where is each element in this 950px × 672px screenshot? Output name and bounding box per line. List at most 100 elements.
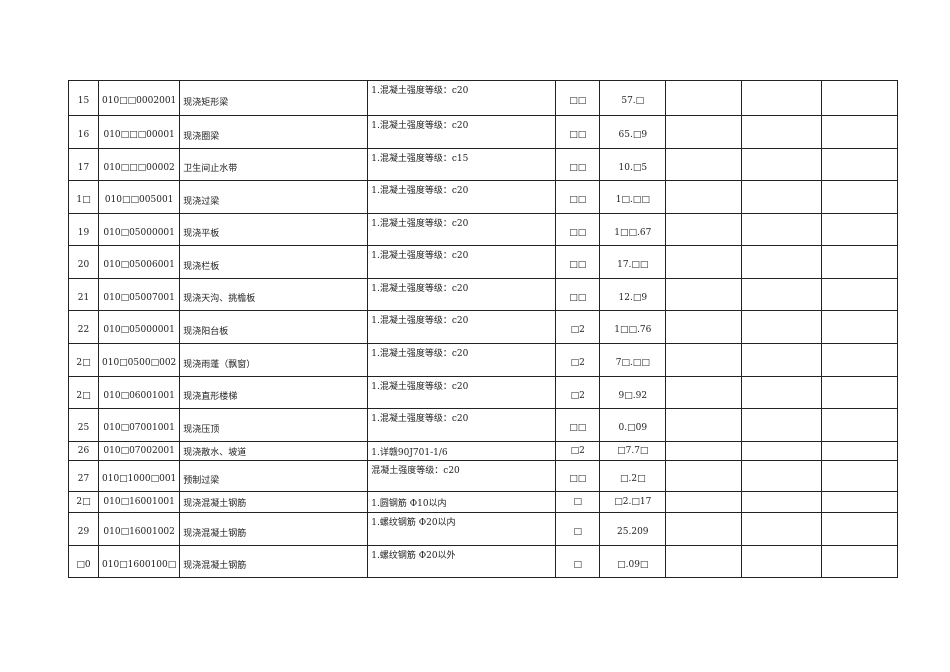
row-number: 2□ (68, 376, 99, 409)
item-feature: 1.圆钢筋 Φ10以内 (367, 491, 557, 513)
quantity: 7□.□□ (599, 343, 667, 377)
item-feature: 1.混凝土强度等级：c20 (367, 376, 557, 409)
table-row: 2□ 010□06001001 现浇直形楼梯 1.混凝土强度等级：c20 □2 9□.92 (68, 376, 899, 409)
empty-cell (821, 80, 899, 116)
table-row: 17 010□□□00002 卫生间止水带 1.混凝土强度等级：c15 □□ 10.□5 (68, 148, 899, 181)
row-number: 29 (68, 512, 99, 546)
row-number: 2□ (68, 343, 99, 377)
item-feature: 1.混凝土强度等级：c20 (367, 180, 557, 214)
unit: □□ (555, 180, 601, 214)
row-number: 25 (68, 408, 99, 442)
empty-cell (741, 512, 823, 546)
quantity: 1□□.76 (599, 310, 667, 344)
empty-cell (821, 376, 899, 409)
item-name: 现浇混凝土钢筋 (179, 512, 369, 546)
empty-cell (741, 460, 823, 492)
empty-cell (821, 460, 899, 492)
item-name: 卫生间止水带 (179, 148, 369, 181)
empty-cell (741, 376, 823, 409)
item-feature: 1.混凝土强度等级：c20 (367, 278, 557, 311)
item-name: 现浇阳台板 (179, 310, 369, 344)
empty-cell (665, 460, 743, 492)
empty-cell (741, 441, 823, 461)
quantity: □2.□17 (599, 491, 667, 513)
empty-cell (741, 408, 823, 442)
bill-of-quantities-table: 15 010□□0002001 现浇矩形梁 1.混凝土强度等级：c20 □□ 57.□ 16… (68, 80, 899, 578)
table-row: 27 010□1000□001 预制过梁 混凝土强度等级：c20 □□ □.2□ (68, 460, 899, 492)
item-feature: 1.混凝土强度等级：c20 (367, 310, 557, 344)
item-feature: 1.混凝土强度等级：c15 (367, 148, 557, 181)
item-name: 现浇矩形梁 (179, 80, 369, 116)
item-name: 现浇平板 (179, 213, 369, 246)
item-code: 010□1000□001 (97, 460, 181, 492)
quantity: 17.□□ (599, 245, 667, 279)
empty-cell (665, 80, 743, 116)
unit: □2 (555, 441, 601, 461)
item-name: 现浇压顶 (179, 408, 369, 442)
item-code: 010□05000001 (97, 310, 181, 344)
item-name: 现浇混凝土钢筋 (179, 491, 369, 513)
table-row: 2□ 010□16001001 现浇混凝土钢筋 1.圆钢筋 Φ10以内 □ □2.□17 (68, 491, 899, 513)
empty-cell (665, 148, 743, 181)
empty-cell (665, 180, 743, 214)
row-number: □0 (68, 545, 99, 578)
table-row: 26 010□07002001 现浇散水、坡道 1.详赣90J701-1/6 □2 □7.… (68, 441, 899, 461)
empty-cell (741, 245, 823, 279)
item-name: 预制过梁 (179, 460, 369, 492)
unit: □ (555, 512, 601, 546)
empty-cell (741, 148, 823, 181)
empty-cell (665, 278, 743, 311)
row-number: 1□ (68, 180, 99, 214)
item-feature: 1.详赣90J701-1/6 (367, 441, 557, 461)
empty-cell (821, 343, 899, 377)
empty-cell (665, 115, 743, 149)
item-code: 010□05000001 (97, 213, 181, 246)
item-feature: 1.螺纹钢筋 Φ20以内 (367, 512, 557, 546)
item-name: 现浇天沟、挑檐板 (179, 278, 369, 311)
unit: □2 (555, 310, 601, 344)
table-row: 29 010□16001002 现浇混凝土钢筋 1.螺纹钢筋 Φ20以内 □ 25.209 (68, 512, 899, 546)
item-feature: 1.混凝土强度等级：c20 (367, 213, 557, 246)
row-number: 17 (68, 148, 99, 181)
empty-cell (821, 278, 899, 311)
unit: □2 (555, 376, 601, 409)
quantity: 1□□.67 (599, 213, 667, 246)
unit: □□ (555, 213, 601, 246)
table-row: 1□ 010□□005001 现浇过梁 1.混凝土强度等级：c20 □□ 1□.□□ (68, 180, 899, 214)
item-code: 010□□□00001 (97, 115, 181, 149)
unit: □□ (555, 245, 601, 279)
unit: □□ (555, 115, 601, 149)
table-row: 25 010□07001001 现浇压顶 1.混凝土强度等级：c20 □□ 0.□09 (68, 408, 899, 442)
unit: □□ (555, 408, 601, 442)
row-number: 15 (68, 80, 99, 116)
quantity: 10.□5 (599, 148, 667, 181)
item-name: 现浇雨蓬（飘窗） (179, 343, 369, 377)
item-code: 010□□□00002 (97, 148, 181, 181)
empty-cell (741, 278, 823, 311)
unit: □ (555, 491, 601, 513)
row-number: 2□ (68, 491, 99, 513)
item-code: 010□07001001 (97, 408, 181, 442)
empty-cell (741, 213, 823, 246)
unit: □ (555, 545, 601, 578)
empty-cell (821, 245, 899, 279)
quantity: 65.□9 (599, 115, 667, 149)
unit: □□ (555, 278, 601, 311)
item-feature: 1.混凝土强度等级：c20 (367, 245, 557, 279)
row-number: 27 (68, 460, 99, 492)
item-name: 现浇直形楼梯 (179, 376, 369, 409)
item-name: 现浇散水、坡道 (179, 441, 369, 461)
empty-cell (665, 441, 743, 461)
row-number: 20 (68, 245, 99, 279)
empty-cell (741, 310, 823, 344)
table-row: 21 010□05007001 现浇天沟、挑檐板 1.混凝土强度等级：c20 □□ 12.… (68, 278, 899, 311)
quantity: 57.□ (599, 80, 667, 116)
empty-cell (665, 491, 743, 513)
empty-cell (665, 408, 743, 442)
empty-cell (741, 80, 823, 116)
item-code: 010□0500□002 (97, 343, 181, 377)
empty-cell (741, 343, 823, 377)
item-code: 010□05007001 (97, 278, 181, 311)
item-code: 010□1600100□ (97, 545, 181, 578)
table-row: 20 010□05006001 现浇栏板 1.混凝土强度等级：c20 □□ 17.□□ (68, 245, 899, 279)
